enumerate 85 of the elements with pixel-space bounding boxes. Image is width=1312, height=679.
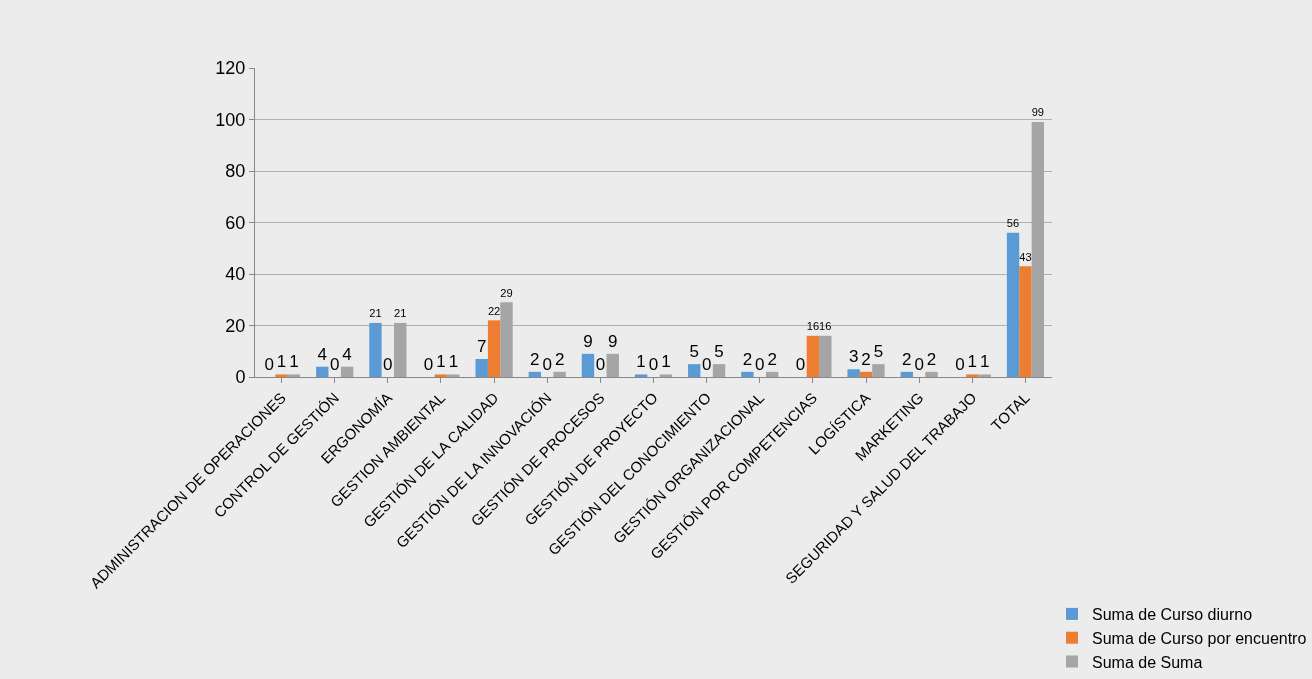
data-label: 9	[583, 331, 593, 351]
bar	[847, 369, 860, 377]
bar	[447, 374, 460, 377]
data-label: 5	[873, 342, 884, 362]
data-label: 9	[608, 331, 618, 351]
bar	[340, 366, 354, 377]
bar	[659, 374, 673, 377]
data-label: 2	[767, 349, 777, 369]
data-label: 0	[955, 355, 965, 374]
data-label: 1	[448, 352, 459, 372]
bar	[475, 358, 488, 377]
data-label: 0	[264, 355, 274, 374]
data-label: 21	[394, 307, 407, 320]
bar	[900, 371, 913, 377]
data-label: 2	[530, 349, 540, 369]
data-label: 5	[689, 342, 699, 362]
data-label: 43	[1019, 250, 1032, 263]
bar	[553, 371, 566, 377]
bar	[966, 374, 979, 377]
y-tick-label: 80	[225, 161, 246, 182]
data-label: 1	[436, 352, 446, 372]
data-label: 1	[636, 352, 646, 372]
data-label: 16	[806, 320, 820, 333]
bar	[819, 335, 832, 377]
data-label: 1	[661, 352, 671, 372]
data-label: 99	[1031, 106, 1045, 119]
bar	[528, 371, 542, 377]
y-tick-label: 0	[235, 367, 246, 388]
bar	[369, 322, 382, 377]
data-label: 0	[329, 355, 340, 374]
data-label: 3	[848, 347, 859, 367]
data-label: 4	[342, 344, 352, 364]
data-label: 0	[648, 355, 659, 374]
data-label: 21	[369, 307, 382, 320]
bar	[581, 353, 595, 377]
data-label: 22	[487, 304, 501, 317]
data-label: 2	[861, 349, 871, 369]
data-label: 0	[383, 355, 393, 374]
data-label: 2	[554, 349, 565, 369]
bar	[1006, 232, 1020, 377]
data-label: 56	[1006, 217, 1020, 230]
bar	[688, 364, 701, 377]
bar	[712, 364, 726, 377]
data-label: 5	[714, 342, 724, 362]
data-label: 0	[595, 355, 606, 374]
legend-label: Suma de Suma	[1092, 653, 1203, 671]
data-label: 0	[542, 355, 552, 374]
data-label: 0	[755, 355, 765, 374]
bar	[634, 374, 648, 377]
bar	[741, 371, 754, 377]
data-label: 1	[979, 352, 990, 372]
bar	[1019, 266, 1032, 377]
data-label: 7	[476, 336, 487, 356]
data-label: 0	[701, 355, 712, 374]
data-label: 0	[423, 355, 434, 374]
bar	[487, 320, 501, 377]
bar	[859, 371, 873, 377]
data-label: 1	[289, 352, 299, 372]
bar	[275, 374, 288, 377]
y-tick-label: 40	[225, 264, 246, 285]
data-label: 0	[914, 355, 924, 374]
bar	[765, 371, 779, 377]
bar	[316, 366, 329, 377]
data-label: 1	[276, 352, 287, 372]
y-tick-label: 20	[225, 315, 246, 336]
data-label: 2	[902, 349, 912, 369]
data-label: 1	[967, 352, 978, 372]
bar	[925, 371, 938, 377]
y-tick-label: 100	[215, 109, 246, 130]
data-label: 0	[795, 355, 806, 374]
data-label: 29	[500, 286, 513, 299]
y-tick-label: 120	[215, 58, 246, 79]
bar	[806, 335, 820, 377]
data-label: 4	[317, 344, 328, 364]
data-label: 2	[742, 349, 753, 369]
legend-label: Suma de Curso por encuentro	[1092, 629, 1307, 647]
y-tick-label: 60	[225, 212, 246, 233]
bar	[606, 353, 619, 377]
bar	[872, 364, 885, 377]
legend-label: Suma de Curso diurno	[1092, 606, 1253, 624]
bar	[978, 374, 991, 377]
data-label: 16	[819, 320, 832, 333]
data-label: 2	[926, 349, 937, 369]
bar	[434, 374, 448, 377]
bar	[287, 374, 301, 377]
